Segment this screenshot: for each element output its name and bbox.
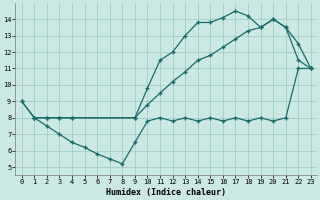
X-axis label: Humidex (Indice chaleur): Humidex (Indice chaleur) [106, 188, 226, 197]
